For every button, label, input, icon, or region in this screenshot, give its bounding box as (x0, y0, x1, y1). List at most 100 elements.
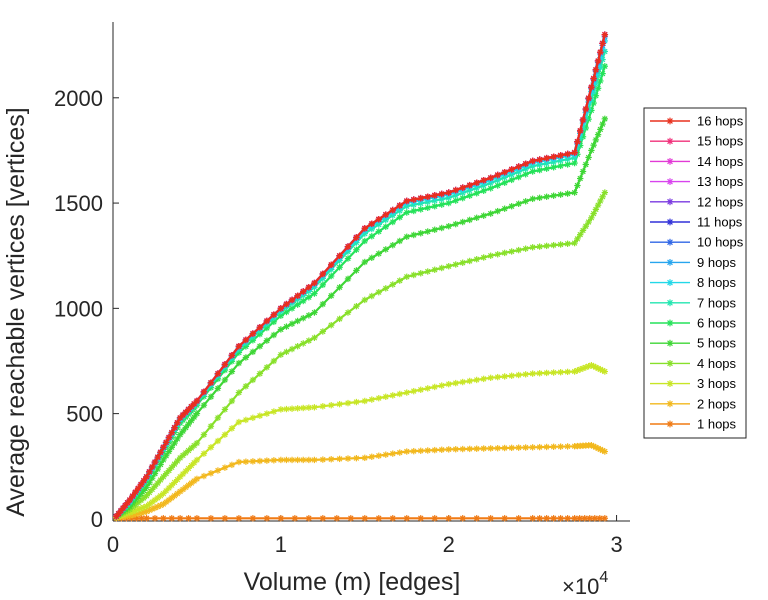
data-point (283, 323, 290, 330)
data-point (389, 392, 396, 399)
data-point (353, 246, 360, 253)
data-point (242, 354, 250, 361)
x-axis-multiplier: ×104 (562, 569, 608, 599)
data-point (599, 40, 606, 47)
data-point (459, 184, 466, 191)
data-point (389, 206, 396, 214)
data-point (353, 454, 360, 462)
data-point (256, 457, 264, 465)
legend-entry: 12 hops (650, 194, 744, 209)
data-point (263, 457, 271, 464)
x-multiplier-exponent: 4 (599, 569, 608, 586)
data-point (459, 259, 466, 266)
data-point (438, 224, 445, 232)
data-point (599, 447, 606, 454)
data-point (361, 454, 368, 462)
data-point (438, 201, 445, 208)
series-line (115, 36, 606, 518)
legend-marker (666, 400, 674, 408)
data-point (249, 330, 257, 337)
data-point (396, 449, 403, 456)
data-point (361, 237, 368, 245)
data-point (277, 351, 285, 358)
legend-entry: 10 hops (650, 235, 744, 250)
legend-label: 11 hops (697, 215, 743, 230)
data-point (185, 465, 192, 472)
data-point (151, 504, 159, 512)
data-point (319, 300, 327, 308)
data-point (515, 200, 522, 207)
legend-label: 7 hops (697, 295, 737, 310)
x-multiplier-base: ×10 (562, 574, 599, 599)
data-point (403, 448, 410, 455)
data-point (344, 275, 352, 283)
legend-label: 15 hops (697, 134, 744, 149)
data-point (328, 272, 335, 280)
data-point (249, 458, 257, 465)
data-point (515, 246, 522, 254)
data-point (375, 250, 382, 257)
data-point (207, 423, 215, 430)
series-16-hops (113, 31, 609, 520)
data-point (319, 328, 327, 335)
data-point (557, 152, 564, 159)
legend-marker (666, 158, 674, 165)
data-point (235, 359, 243, 367)
data-point (319, 403, 327, 410)
data-point (445, 223, 452, 230)
data-point (200, 401, 208, 409)
data-point (336, 455, 343, 463)
data-point (140, 504, 147, 511)
data-point (263, 515, 271, 522)
data-point (263, 337, 271, 344)
data-point (466, 445, 473, 453)
data-point (543, 193, 550, 200)
data-point (328, 261, 335, 269)
data-point (543, 154, 550, 162)
data-point (200, 472, 208, 480)
data-point (480, 254, 487, 261)
data-point (221, 431, 229, 438)
data-point (148, 463, 156, 471)
legend-marker (666, 299, 674, 307)
data-point (311, 290, 318, 297)
data-point (601, 115, 609, 123)
data-point (445, 446, 452, 453)
data-point (165, 448, 173, 455)
data-point (410, 271, 417, 279)
data-point (151, 515, 159, 522)
data-point (590, 141, 597, 149)
data-point (305, 515, 313, 522)
data-point (256, 343, 264, 350)
series-line (115, 34, 606, 518)
data-point (134, 485, 142, 492)
legend-marker (666, 360, 674, 367)
data-point (119, 504, 127, 512)
data-point (382, 393, 389, 400)
data-point (361, 397, 368, 405)
legend-marker (666, 218, 674, 226)
data-point (193, 410, 201, 417)
data-point (300, 297, 307, 305)
legend-entry: 13 hops (650, 174, 744, 189)
data-point (452, 220, 459, 228)
data-point (494, 171, 501, 179)
data-point (574, 182, 581, 189)
data-point (288, 305, 296, 312)
data-point (311, 456, 318, 464)
series-layer (113, 31, 609, 522)
data-point (466, 216, 473, 224)
data-point (487, 252, 494, 259)
legend-marker (666, 117, 674, 125)
data-point (522, 371, 529, 378)
data-point (336, 264, 343, 271)
data-point (452, 186, 459, 194)
data-point (235, 418, 243, 426)
data-point (487, 445, 494, 452)
data-point (508, 444, 515, 452)
data-point (305, 284, 313, 291)
data-point (263, 317, 271, 325)
y-axis-title: Average reachable vertices [vertices] (2, 107, 30, 516)
data-point (283, 348, 290, 356)
legend-entry: 16 hops (650, 114, 744, 129)
